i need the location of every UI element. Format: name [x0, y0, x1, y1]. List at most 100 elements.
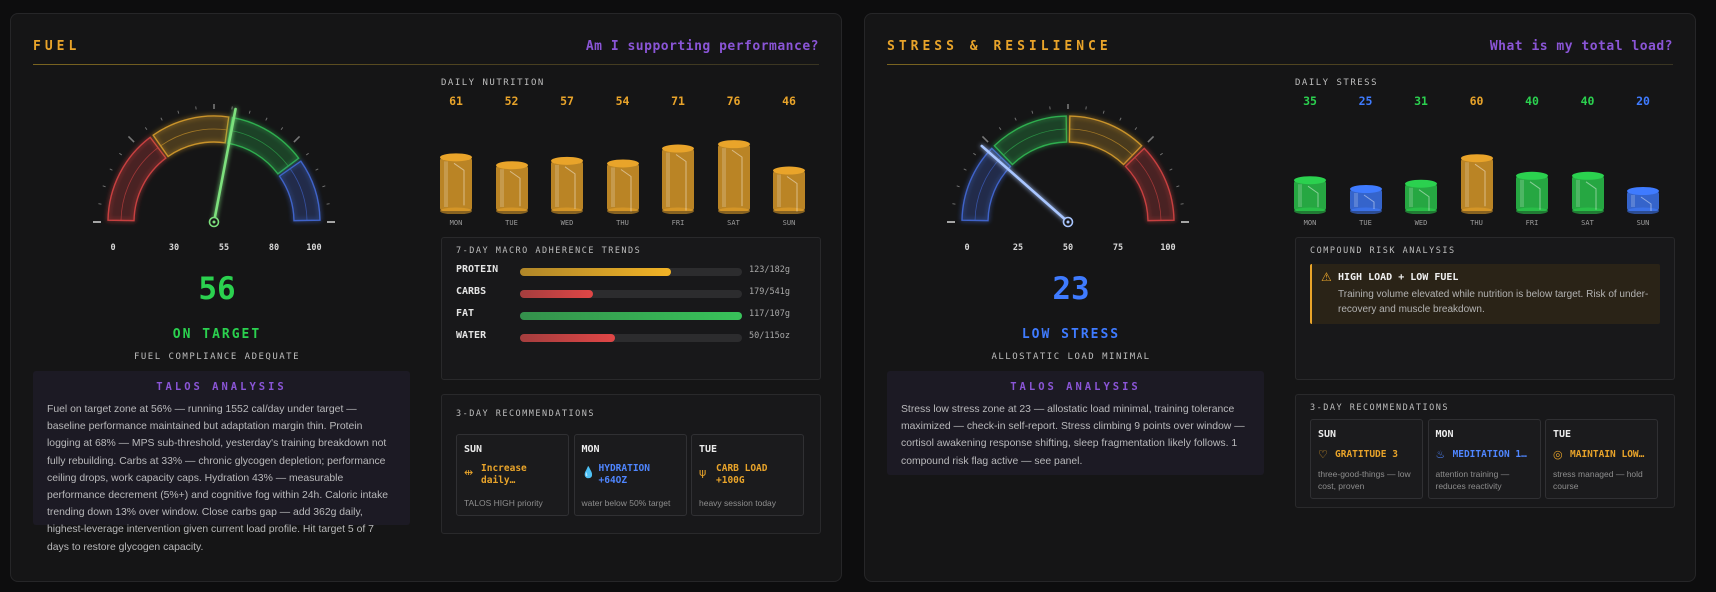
bar-body	[1516, 175, 1548, 211]
flame-icon: ♨	[1435, 448, 1446, 461]
bar-wed[interactable]: 31 WED	[1401, 94, 1441, 234]
bar-body	[662, 148, 694, 211]
panel-question: Am I supporting performance?	[585, 39, 819, 54]
fuel-panel: FUEL Am I supporting performance? 0 30 55 8…	[10, 13, 842, 582]
macro-adherence-box: 7-DAY MACRO ADHERENCE TRENDS PROTEIN 123/…	[441, 237, 821, 380]
rec-day: SUN	[1318, 429, 1337, 440]
bar-base	[1516, 207, 1548, 214]
bar-base	[440, 207, 472, 214]
recommendation-card-mon[interactable]: MON ♨ MEDITATION 1… attention training — re…	[1427, 419, 1541, 499]
gauge-zone-low	[107, 136, 167, 222]
bar-shine	[721, 148, 726, 207]
rec-day: TUE	[699, 444, 718, 455]
bar-base	[1294, 207, 1326, 214]
recommendation-card-mon[interactable]: MON 💧 HYDRATION +64OZ water below 50% targe…	[573, 434, 687, 516]
macro-name: PROTEIN	[456, 264, 499, 275]
bar-energy	[1474, 163, 1485, 207]
macro-row-carbs: CARBS 179/541g	[456, 286, 806, 300]
risk-alert[interactable]: ⚠ HIGH LOAD + LOW FUEL Training volume e…	[1310, 264, 1660, 324]
bar-thu[interactable]: 60 THU	[1457, 94, 1497, 234]
bar-cylinder	[495, 161, 528, 214]
bar-top	[551, 156, 583, 165]
bar-cylinder	[440, 153, 472, 214]
recommendations-title: 3-DAY RECOMMENDATIONS	[456, 409, 595, 419]
bar-sat[interactable]: 76 SAT	[714, 94, 754, 234]
gauge-tick	[1176, 185, 1180, 188]
bar-day-label: MON	[1303, 219, 1317, 227]
bar-cylinder	[1627, 187, 1659, 214]
macro-row-protein: PROTEIN 123/182g	[456, 264, 806, 278]
bar-base	[717, 207, 750, 214]
gauge-needle	[212, 107, 237, 224]
gauge-zone-mid	[993, 115, 1068, 166]
bar-cylinder	[606, 159, 639, 214]
daily-nutrition-title: DAILY NUTRITION	[441, 78, 545, 88]
bar-energy	[453, 162, 465, 206]
fuel-gauge: 0 30 55 80 100	[93, 104, 335, 253]
bar-sun[interactable]: 20 SUN	[1623, 94, 1663, 234]
recommendation-card-sun[interactable]: SUN ⇹ Increase daily… TALOS HIGH priority	[456, 434, 569, 516]
bar-energy	[509, 170, 520, 207]
bar-tue[interactable]: 52 TUE	[492, 94, 532, 234]
gauge-tick	[1147, 135, 1155, 143]
bar-fri[interactable]: 71 FRI	[658, 94, 698, 234]
bar-base	[1349, 207, 1382, 214]
bar-body	[1460, 158, 1493, 211]
recommendation-card-tue[interactable]: TUE ◎ MAINTAIN LOW… stress managed — hold c…	[1545, 419, 1658, 499]
rec-label: MAINTAIN LOW…	[1570, 449, 1645, 460]
bar-day-label: TUE	[505, 219, 518, 227]
bar-body	[495, 165, 528, 211]
talos-analysis: TALOS ANALYSIS Fuel on target zone at 56…	[33, 371, 410, 553]
gauge-tick-label: 0	[964, 243, 969, 253]
bar-mon[interactable]: 35 MON	[1290, 94, 1330, 234]
divider	[887, 64, 1673, 65]
bar-shine	[610, 167, 615, 207]
rec-note: TALOS HIGH priority	[464, 498, 543, 508]
bar-value: 61	[449, 94, 463, 108]
macro-value: 50/115oz	[749, 331, 790, 341]
gauge-tick	[177, 110, 180, 114]
bar-sun[interactable]: 46 SUN	[769, 94, 809, 234]
gauge-value: 23	[1052, 271, 1090, 307]
macro-name: CARBS	[456, 286, 487, 297]
gauge-value: 56	[198, 271, 236, 307]
bar-fri[interactable]: 40 FRI	[1512, 94, 1552, 234]
gauge-subtitle: FUEL COMPLIANCE ADEQUATE	[133, 352, 301, 362]
bar-value: 76	[726, 94, 741, 108]
gauge-tick	[315, 168, 319, 171]
gauge-zone-high	[1124, 147, 1175, 222]
gauge-tick	[973, 152, 977, 156]
recommendation-card-tue[interactable]: TUE ψ CARB LOAD +100G heavy session today	[691, 434, 804, 516]
gauge-tick	[144, 127, 148, 131]
gauge-zone-low	[961, 147, 1012, 222]
gauge-hub-dot	[212, 220, 216, 224]
bar-shine	[1298, 184, 1302, 207]
bar-value: 46	[782, 94, 796, 108]
macro-title: 7-DAY MACRO ADHERENCE TRENDS	[456, 246, 642, 256]
rec-label: CARB LOAD +100G	[716, 463, 768, 486]
bar-wed[interactable]: 57 WED	[547, 94, 587, 234]
gauge-tick	[265, 117, 268, 121]
bar-value: 54	[615, 94, 630, 108]
gauge-zone-high	[278, 160, 321, 222]
gauge-tick	[963, 168, 967, 171]
bar-base	[1627, 207, 1659, 214]
bar-body	[717, 144, 750, 211]
macro-progress-bar	[520, 268, 742, 276]
bar-mon[interactable]: 61 MON	[436, 94, 476, 234]
bar-base	[551, 207, 583, 214]
macro-progress-bar	[520, 312, 742, 320]
bar-sat[interactable]: 40 SAT	[1568, 94, 1608, 234]
bar-thu[interactable]: 54 THU	[603, 94, 643, 234]
bar-shine	[1520, 179, 1524, 207]
gauge-needle	[980, 144, 1070, 224]
bar-day-label: SUN	[1636, 219, 1650, 227]
bar-tue[interactable]: 25 TUE	[1346, 94, 1386, 234]
recommendation-card-sun[interactable]: SUN ♡ GRATITUDE 3 three-good-things — low c…	[1310, 419, 1423, 499]
bar-energy	[675, 154, 687, 211]
panel-question: What is my total load?	[1489, 39, 1673, 54]
stress-gauge: 0 25 50 75 100	[947, 104, 1189, 253]
bar-value: 25	[1358, 94, 1373, 108]
daily-stress-title: DAILY STRESS	[1295, 78, 1379, 88]
bar-energy	[1418, 189, 1430, 211]
